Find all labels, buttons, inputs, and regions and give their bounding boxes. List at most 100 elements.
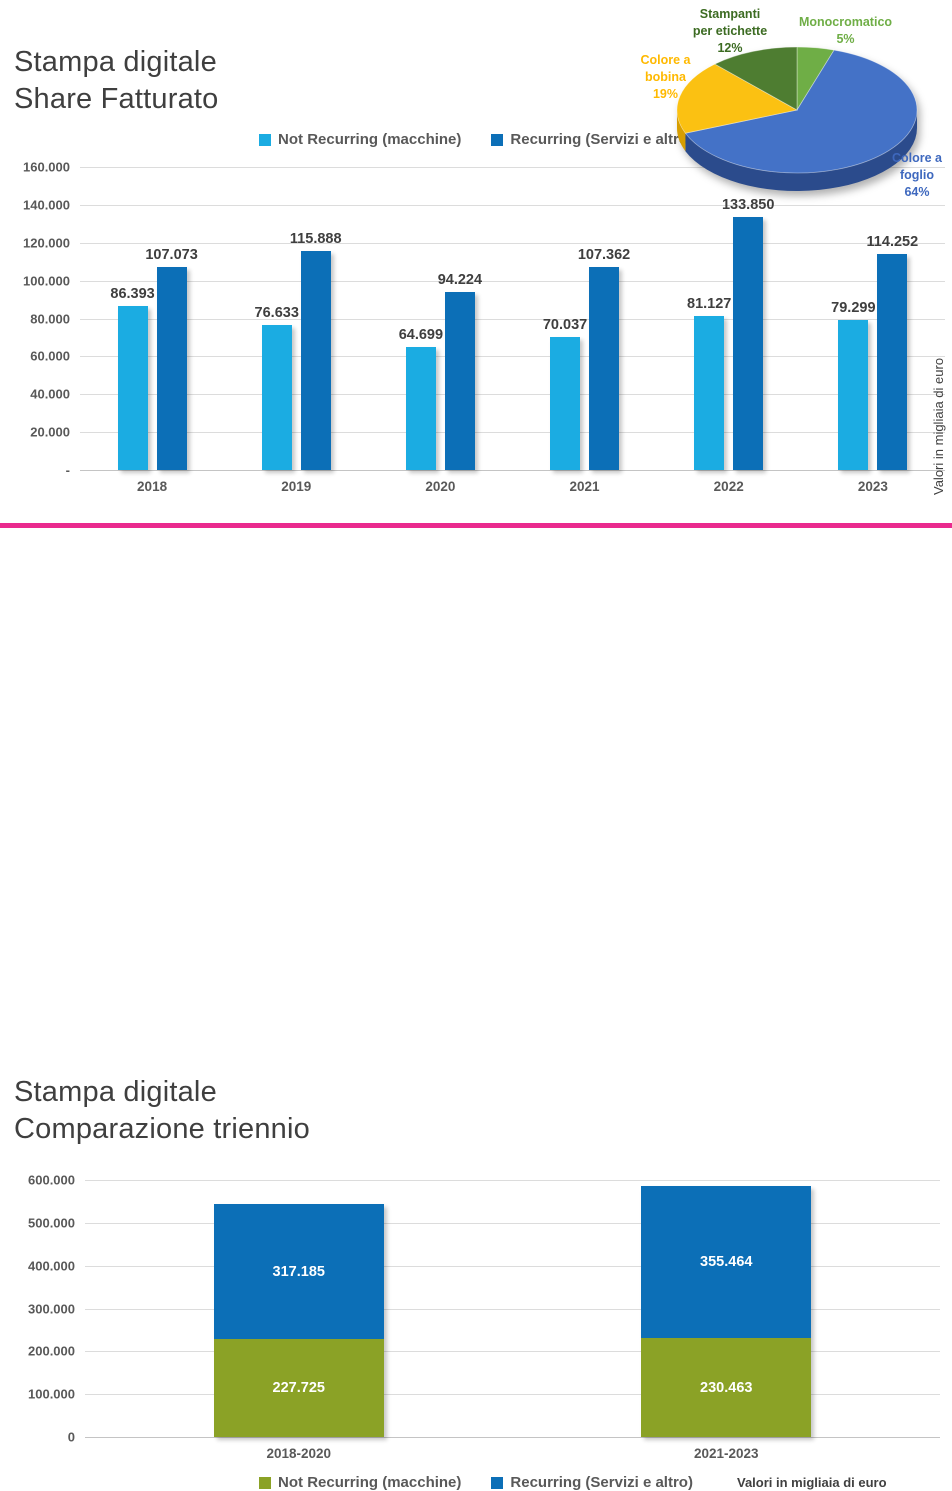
segment-value-label: 317.185 bbox=[272, 1263, 325, 1280]
not-recurring-swatch-icon bbox=[259, 1476, 272, 1489]
bar-recurring-2018: 107.073 bbox=[145, 247, 198, 470]
bar-value-label: 70.037 bbox=[542, 317, 588, 334]
stacked-bar-2021-2023: 355.464 230.463 bbox=[641, 1186, 812, 1437]
bar-not-recurring-2023: 79.299 bbox=[831, 300, 876, 470]
x-axis-tick: 2021-2023 bbox=[693, 1446, 759, 1461]
bar-not-recurring-2020: 64.699 bbox=[399, 327, 443, 470]
pie-label-stampanti-etichette: Stampanti per etichette 12% bbox=[692, 7, 768, 55]
stacked-bar-2018-2020: 317.185 227.725 bbox=[213, 1203, 384, 1437]
bars-row: 86.393 107.073 76.633 115.888 64.699 94.224 70… bbox=[80, 167, 945, 470]
x-axis-tick: 2019 bbox=[281, 479, 312, 494]
y-axis-tick: 40.000 bbox=[30, 386, 70, 402]
gridline bbox=[80, 394, 945, 396]
bar-value-label: 64.699 bbox=[398, 327, 444, 344]
axis-note-bottom: Valori in migliaia di euro bbox=[737, 1475, 887, 1490]
y-axis-tick: 20.000 bbox=[30, 424, 70, 440]
x-axis-labels: 2018 2019 2020 2021 2022 2023 bbox=[80, 479, 945, 494]
stacked-bar-chart: 600.000 500.000 400.000 300.000 200.000 100.0… bbox=[28, 1173, 940, 1461]
y-axis-tick: 120.000 bbox=[23, 235, 70, 251]
bar-value-label: 86.393 bbox=[110, 286, 155, 303]
segment-recurring-2018-2020: 317.185 bbox=[213, 1203, 384, 1340]
gridline bbox=[80, 167, 945, 168]
gridline bbox=[80, 356, 945, 358]
y-axis-tick: 140.000 bbox=[23, 197, 70, 213]
bar-not-recurring-2018: 86.393 bbox=[110, 286, 155, 470]
pie-chart: Stampanti per etichette 12% Monocromatic… bbox=[620, 0, 952, 205]
bar-value-label: 115.888 bbox=[289, 230, 342, 247]
pie-3d-svg bbox=[676, 46, 918, 192]
pie-label-colore-foglio: Colore a foglio 64% bbox=[891, 151, 942, 199]
pie-depth-colore-a-foglio bbox=[685, 110, 917, 192]
segment-not-recurring-2021-2023: 230.463 bbox=[641, 1338, 812, 1437]
bar-group-2019: 76.633 115.888 bbox=[255, 167, 342, 470]
legend-item-not-recurring: Not Recurring (macchine) bbox=[259, 1474, 461, 1491]
pie-slice-colore-a-foglio bbox=[684, 49, 918, 174]
x-axis-tick: 2021 bbox=[569, 479, 600, 494]
y-axis-tick: 300.000 bbox=[28, 1301, 75, 1316]
legend-item-recurring: Recurring (Servizi e altro) bbox=[491, 131, 693, 148]
gridline bbox=[80, 470, 945, 471]
bar-value-label: 76.633 bbox=[254, 304, 299, 321]
bar-value-label: 114.252 bbox=[866, 233, 919, 250]
gridline bbox=[80, 432, 945, 434]
y-axis-tick: 60.000 bbox=[30, 348, 70, 364]
pie-slice-monocromatico bbox=[796, 46, 835, 112]
x-axis-tick: 2018 bbox=[137, 479, 168, 494]
bar-recurring-2022: 133.850 bbox=[722, 197, 774, 470]
y-axis-tick: 80.000 bbox=[30, 311, 70, 326]
pie-slice-stampanti-per-etichette bbox=[713, 46, 798, 111]
legend-label: Not Recurring (macchine) bbox=[278, 131, 462, 148]
pie-depth-colore-a-bobina bbox=[677, 110, 686, 152]
segment-value-label: 227.725 bbox=[272, 1380, 325, 1397]
pie-label-monocromatico: Monocromatico 5% bbox=[798, 15, 893, 46]
legend-label: Not Recurring (macchine) bbox=[278, 1474, 462, 1491]
gridline bbox=[80, 242, 945, 244]
bar-not-recurring-2019: 76.633 bbox=[255, 305, 299, 470]
bar-recurring-2021: 107.362 bbox=[578, 247, 630, 470]
bar-group-2021: 70.037 107.362 bbox=[543, 167, 630, 470]
pie-slice-colore-a-bobina bbox=[676, 63, 799, 134]
bar-value-label: 107.073 bbox=[145, 247, 198, 264]
legend-top: Not Recurring (macchine) Recurring (Serv… bbox=[0, 131, 952, 148]
recurring-swatch-icon bbox=[491, 1476, 504, 1489]
bar-value-label: 133.850 bbox=[721, 196, 775, 213]
x-axis-tick: 2022 bbox=[713, 479, 744, 494]
section-share-fatturato: Stampa digitale Share Fatturato Not Recu… bbox=[0, 0, 952, 523]
gridline bbox=[80, 204, 945, 206]
bar-value-label: 94.224 bbox=[437, 271, 483, 288]
y-axis-tick: 200.000 bbox=[28, 1343, 75, 1359]
x-axis-labels: 2018-2020 2021-2023 bbox=[85, 1446, 940, 1461]
y-axis-tick: 160.000 bbox=[23, 159, 70, 175]
bars-row: 317.185 227.725 355.464 230.463 bbox=[85, 1180, 940, 1437]
bar-value-label: 79.299 bbox=[831, 299, 876, 316]
section1-title: Stampa digitale Share Fatturato bbox=[14, 46, 219, 116]
pie-label-colore-bobina: Colore a bobina 19% bbox=[640, 53, 691, 101]
bar-value-label: 81.127 bbox=[687, 296, 732, 313]
pink-divider bbox=[0, 523, 952, 528]
recurring-swatch-icon bbox=[491, 133, 504, 146]
bar-value-label: 107.362 bbox=[577, 246, 631, 263]
legend-label: Recurring (Servizi e altro) bbox=[510, 1474, 693, 1491]
bar-group-2023: 79.299 114.252 bbox=[831, 167, 918, 470]
y-axis-tick: 100.000 bbox=[23, 273, 70, 289]
section2-title: Stampa digitale Comparazione triennio bbox=[14, 1076, 310, 1146]
axis-note-vertical: Valori in migliaia di euro bbox=[931, 357, 946, 495]
bar-recurring-2019: 115.888 bbox=[290, 231, 342, 470]
y-axis-tick: 500.000 bbox=[28, 1215, 75, 1231]
legend-item-not-recurring: Not Recurring (macchine) bbox=[259, 131, 461, 148]
section-comparazione-triennio: Stampa digitale Comparazione triennio 60… bbox=[0, 528, 952, 1491]
gridline bbox=[80, 280, 945, 282]
y-axis-tick: 100.000 bbox=[28, 1386, 75, 1402]
segment-not-recurring-2018-2020: 227.725 bbox=[213, 1339, 384, 1437]
y-axis-tick: 600.000 bbox=[28, 1172, 75, 1188]
x-axis-tick: 2018-2020 bbox=[266, 1446, 332, 1461]
y-axis-tick: 400.000 bbox=[28, 1258, 75, 1274]
x-axis-tick: 2023 bbox=[857, 479, 888, 494]
bar-not-recurring-2022: 81.127 bbox=[687, 296, 731, 470]
bar-recurring-2023: 114.252 bbox=[867, 234, 918, 470]
segment-recurring-2021-2023: 355.464 bbox=[641, 1186, 812, 1339]
bar-not-recurring-2021: 70.037 bbox=[543, 317, 587, 470]
segment-value-label: 355.464 bbox=[700, 1254, 753, 1271]
gridline bbox=[80, 318, 945, 320]
bar-group-2022: 81.127 133.850 bbox=[687, 167, 774, 470]
